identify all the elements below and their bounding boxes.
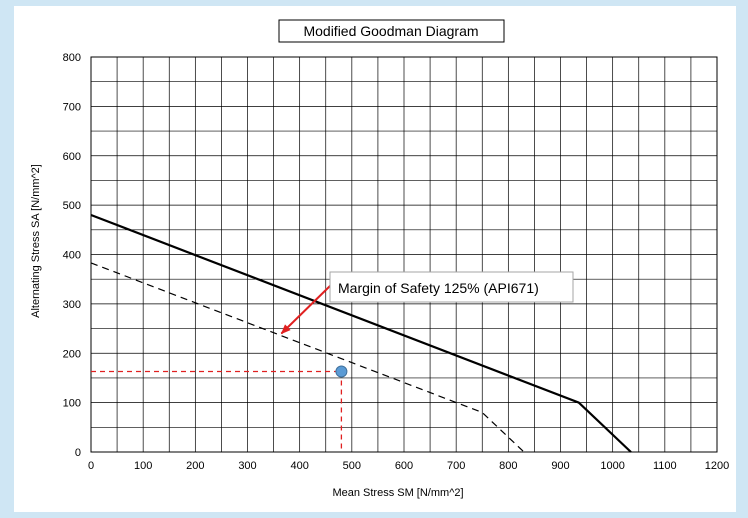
annotation-arrow (280, 283, 333, 335)
x-tick-label: 1200 (705, 460, 729, 472)
y-tick-label: 600 (63, 151, 81, 163)
operating-point (335, 365, 348, 378)
x-tick-label: 100 (134, 460, 152, 472)
chart-title: Modified Goodman Diagram (278, 19, 505, 43)
annotation-text: Margin of Safety 125% (API671) (338, 280, 539, 296)
x-tick-label: 300 (238, 460, 256, 472)
series-line-solid (90, 213, 632, 453)
x-tick-label: 700 (447, 460, 465, 472)
annotation: Margin of Safety 125% (API671) (329, 271, 574, 303)
x-tick-label: 0 (88, 460, 94, 472)
x-tick-label: 600 (395, 460, 413, 472)
y-tick-label: 800 (63, 52, 81, 64)
y-tick-label: 400 (63, 250, 81, 262)
chart-title-box (278, 19, 505, 43)
x-tick-label: 500 (343, 460, 361, 472)
x-tick-label: 400 (290, 460, 308, 472)
y-tick-label: 200 (63, 348, 81, 360)
y-tick-label: 700 (63, 101, 81, 113)
x-tick-label: 800 (499, 460, 517, 472)
annotation-box (329, 271, 574, 303)
series-line-dashed (90, 262, 525, 453)
plot-border (90, 56, 718, 453)
chart-frame: 0 100 200 300 400 500 600 700 800 900 1000 1100 1200… (14, 6, 736, 512)
grid (90, 56, 718, 453)
x-tick-label: 1000 (600, 460, 624, 472)
x-axis-title: Mean Stress SM [N/mm^2] (332, 487, 463, 499)
y-tick-label: 500 (63, 200, 81, 212)
series-layer (90, 213, 632, 453)
axes: 0 100 200 300 400 500 600 700 800 900 1000 1100 1200… (63, 52, 730, 472)
x-tick-label: 200 (186, 460, 204, 472)
y-axis-title: Alternating Stress SA [N/mm^2] (30, 164, 42, 318)
chart-title-text: Modified Goodman Diagram (303, 23, 478, 39)
y-tick-label: 100 (63, 398, 81, 410)
x-tick-label: 1100 (653, 460, 677, 472)
x-tick-label: 900 (551, 460, 569, 472)
y-tick-label: 300 (63, 299, 81, 311)
y-tick-label: 0 (75, 447, 81, 459)
goodman-chart: 0 100 200 300 400 500 600 700 800 900 1000 1100 1200… (30, 19, 730, 499)
